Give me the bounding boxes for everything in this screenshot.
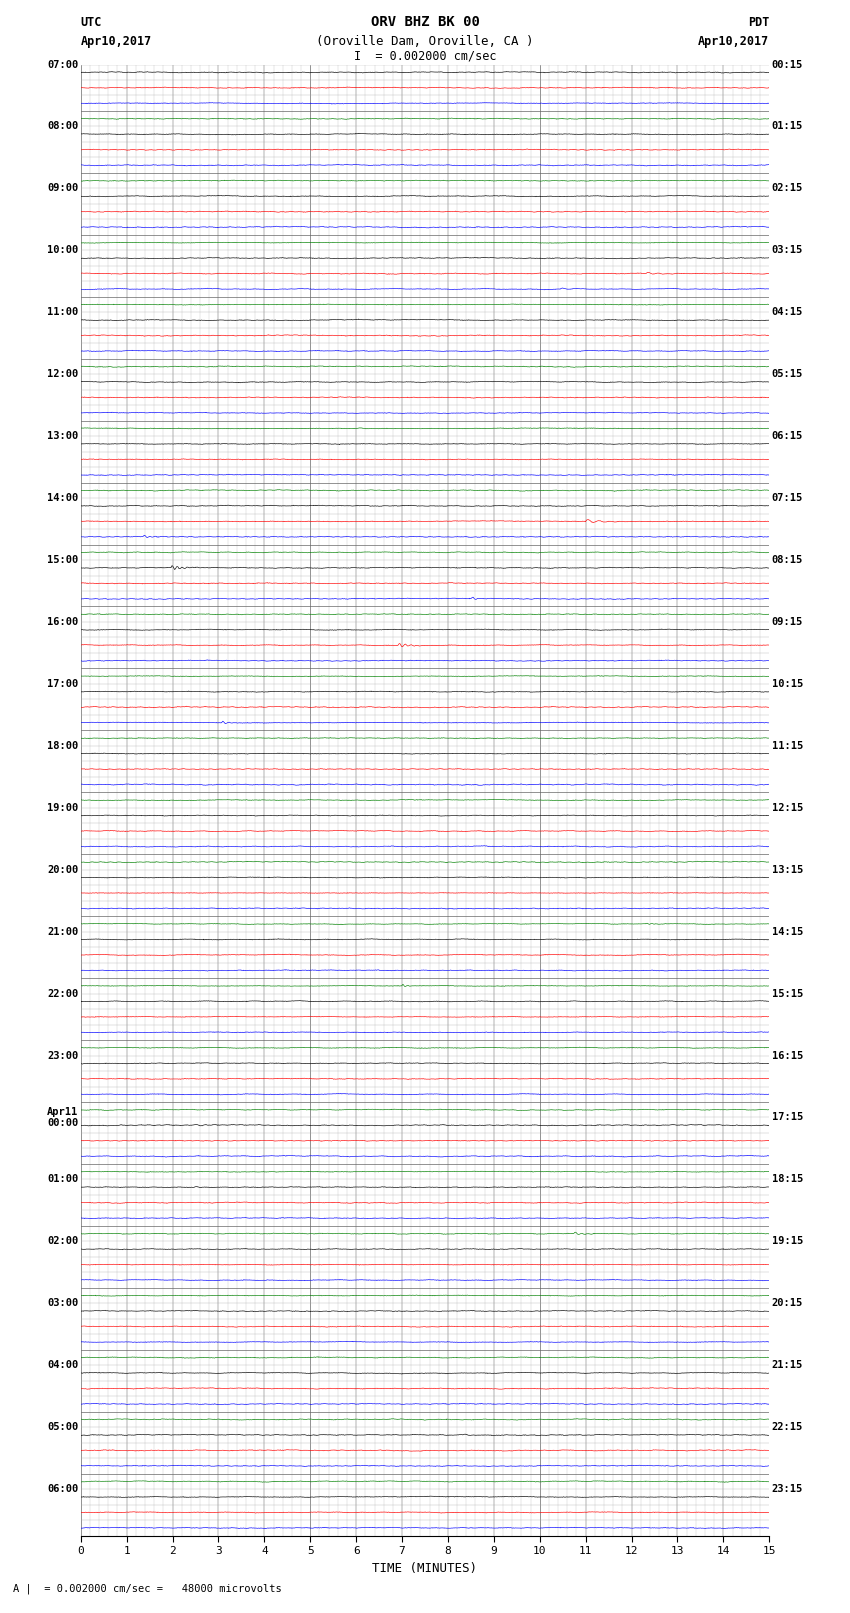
Text: 22:15: 22:15 <box>772 1423 803 1432</box>
Text: PDT: PDT <box>748 16 769 29</box>
Text: 01:15: 01:15 <box>772 121 803 131</box>
Text: 23:15: 23:15 <box>772 1484 803 1494</box>
Text: 10:15: 10:15 <box>772 679 803 689</box>
Text: 11:15: 11:15 <box>772 740 803 750</box>
Text: 00:15: 00:15 <box>772 60 803 69</box>
Text: 10:00: 10:00 <box>47 245 78 255</box>
Text: (Oroville Dam, Oroville, CA ): (Oroville Dam, Oroville, CA ) <box>316 35 534 48</box>
Text: 04:15: 04:15 <box>772 308 803 318</box>
Text: 19:00: 19:00 <box>47 803 78 813</box>
Text: 09:00: 09:00 <box>47 184 78 194</box>
Text: 11:00: 11:00 <box>47 308 78 318</box>
Text: 13:15: 13:15 <box>772 865 803 874</box>
Text: 12:00: 12:00 <box>47 369 78 379</box>
Text: 12:15: 12:15 <box>772 803 803 813</box>
Text: I  = 0.002000 cm/sec: I = 0.002000 cm/sec <box>354 50 496 63</box>
Text: 02:00: 02:00 <box>47 1237 78 1247</box>
Text: 03:15: 03:15 <box>772 245 803 255</box>
Text: 20:15: 20:15 <box>772 1298 803 1308</box>
Text: 23:00: 23:00 <box>47 1050 78 1060</box>
Text: 07:00: 07:00 <box>47 60 78 69</box>
Text: 15:00: 15:00 <box>47 555 78 565</box>
Text: 20:00: 20:00 <box>47 865 78 874</box>
Text: 06:15: 06:15 <box>772 431 803 440</box>
Text: UTC: UTC <box>81 16 102 29</box>
Text: 21:15: 21:15 <box>772 1360 803 1369</box>
Text: 17:15: 17:15 <box>772 1113 803 1123</box>
Text: Apr11
00:00: Apr11 00:00 <box>47 1107 78 1127</box>
Text: 16:15: 16:15 <box>772 1050 803 1060</box>
Text: 04:00: 04:00 <box>47 1360 78 1369</box>
Text: 18:00: 18:00 <box>47 740 78 750</box>
Text: 08:15: 08:15 <box>772 555 803 565</box>
Text: 07:15: 07:15 <box>772 494 803 503</box>
Text: 05:15: 05:15 <box>772 369 803 379</box>
Text: 13:00: 13:00 <box>47 431 78 440</box>
Text: 19:15: 19:15 <box>772 1237 803 1247</box>
Text: 09:15: 09:15 <box>772 618 803 627</box>
Text: 06:00: 06:00 <box>47 1484 78 1494</box>
Text: 18:15: 18:15 <box>772 1174 803 1184</box>
Text: Apr10,2017: Apr10,2017 <box>698 35 769 48</box>
Text: A |  = 0.002000 cm/sec =   48000 microvolts: A | = 0.002000 cm/sec = 48000 microvolts <box>13 1582 281 1594</box>
Text: 14:15: 14:15 <box>772 927 803 937</box>
X-axis label: TIME (MINUTES): TIME (MINUTES) <box>372 1561 478 1574</box>
Text: ORV BHZ BK 00: ORV BHZ BK 00 <box>371 15 479 29</box>
Text: 15:15: 15:15 <box>772 989 803 998</box>
Text: 01:00: 01:00 <box>47 1174 78 1184</box>
Text: 21:00: 21:00 <box>47 927 78 937</box>
Text: 03:00: 03:00 <box>47 1298 78 1308</box>
Text: 02:15: 02:15 <box>772 184 803 194</box>
Text: 16:00: 16:00 <box>47 618 78 627</box>
Text: 22:00: 22:00 <box>47 989 78 998</box>
Text: 05:00: 05:00 <box>47 1423 78 1432</box>
Text: Apr10,2017: Apr10,2017 <box>81 35 152 48</box>
Text: 08:00: 08:00 <box>47 121 78 131</box>
Text: 14:00: 14:00 <box>47 494 78 503</box>
Text: 17:00: 17:00 <box>47 679 78 689</box>
